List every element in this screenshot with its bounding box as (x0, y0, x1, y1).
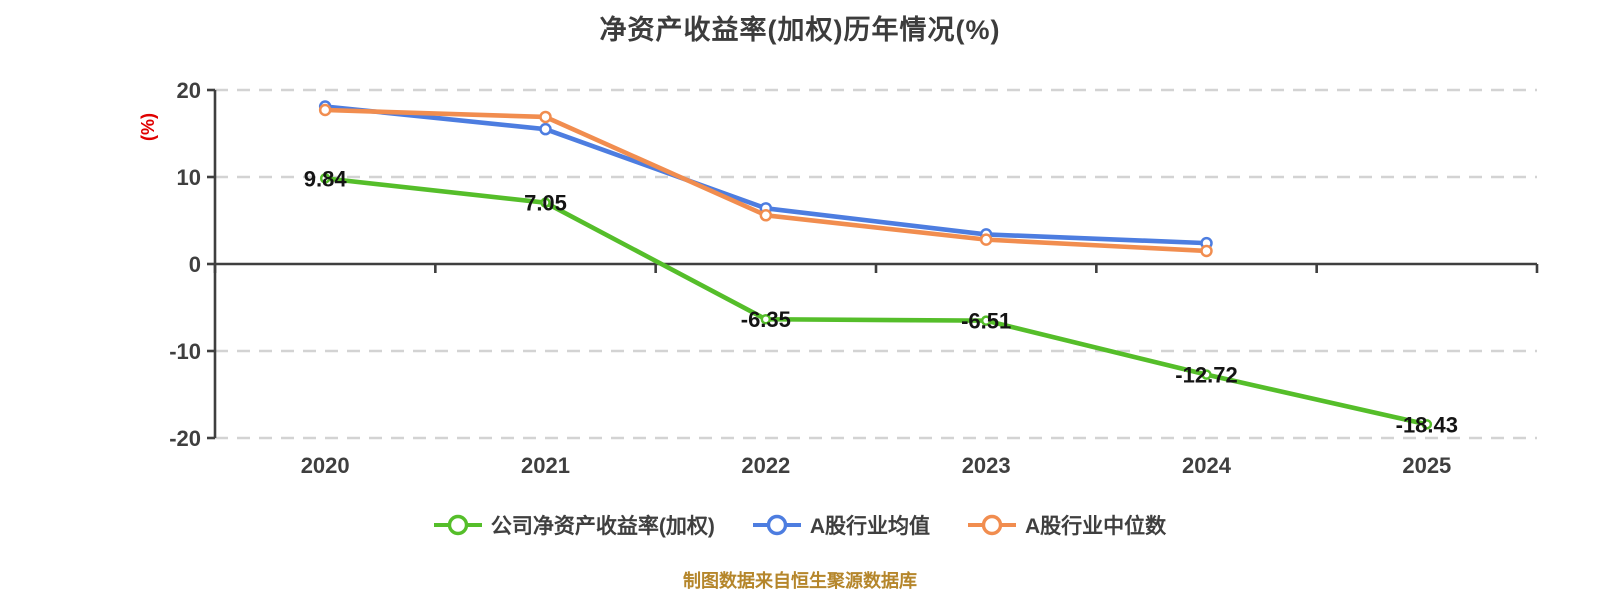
y-tick-label: 10 (177, 165, 201, 190)
series-line (322, 104, 1209, 246)
x-tick-label: 2025 (1402, 453, 1451, 478)
x-tick-label: 2022 (741, 453, 790, 478)
data-point-marker[interactable] (1200, 244, 1213, 258)
data-point-marker[interactable] (1201, 369, 1212, 380)
data-label: -6.51 (961, 309, 1011, 334)
data-point-marker[interactable] (759, 209, 773, 222)
y-axis-name: (%) (138, 113, 158, 141)
legend-item-2[interactable]: A股行业中位数 (968, 510, 1166, 540)
series-line (322, 107, 1209, 254)
legend-label: 公司净资产收益率(加权) (490, 515, 715, 538)
x-tick-label: 2024 (1182, 453, 1232, 478)
legend-marker-icon (968, 514, 1016, 536)
data-label: -6.35 (741, 307, 791, 332)
legend-label: A股行业均值 (809, 515, 930, 538)
chart-title: 净资产收益率(加权)历年情况(%) (599, 15, 1001, 45)
data-label: -12.72 (1175, 363, 1237, 388)
data-point-marker[interactable] (980, 315, 992, 326)
x-tick-label: 2023 (962, 453, 1011, 478)
legend-marker-icon (752, 514, 801, 536)
series-line (322, 176, 1430, 427)
x-tick-label: 2020 (301, 453, 350, 478)
series-0 (319, 173, 1433, 430)
data-label: 7.05 (524, 191, 567, 216)
data-point-marker[interactable] (539, 110, 552, 124)
data-point-marker[interactable] (318, 103, 332, 117)
legend-marker-icon (433, 514, 482, 536)
y-tick-label: 20 (177, 78, 201, 103)
y-tick-label: -20 (169, 426, 201, 451)
data-point-marker[interactable] (760, 313, 772, 325)
data-point-marker[interactable] (1421, 419, 1433, 430)
footer-note: 制图数据来自恒生聚源数据库 (683, 571, 917, 591)
data-point-marker[interactable] (540, 197, 551, 208)
series-2 (318, 103, 1213, 258)
data-label: -18.43 (1396, 412, 1458, 437)
data-point-marker[interactable] (539, 122, 552, 136)
legend-item-0[interactable]: 公司净资产收益率(加权) (433, 510, 715, 540)
y-tick-label: 0 (189, 252, 201, 277)
data-label: 9.84 (304, 166, 348, 191)
legend-item-1[interactable]: A股行业均值 (752, 510, 930, 540)
y-tick-label: -10 (169, 339, 201, 364)
legend-label: A股行业中位数 (1025, 515, 1167, 538)
plot-area: 20 10 0 -10 -20 (%) 2020 2021 2022 2023 2024 2025 9.… (138, 78, 1539, 478)
data-point-marker[interactable] (979, 233, 993, 246)
legend: 公司净资产收益率(加权) A股行业均值 A股行业中位数 (0, 503, 1600, 547)
data-point-marker[interactable] (319, 173, 331, 184)
x-tick-label: 2021 (521, 453, 570, 478)
series-1 (318, 100, 1213, 250)
